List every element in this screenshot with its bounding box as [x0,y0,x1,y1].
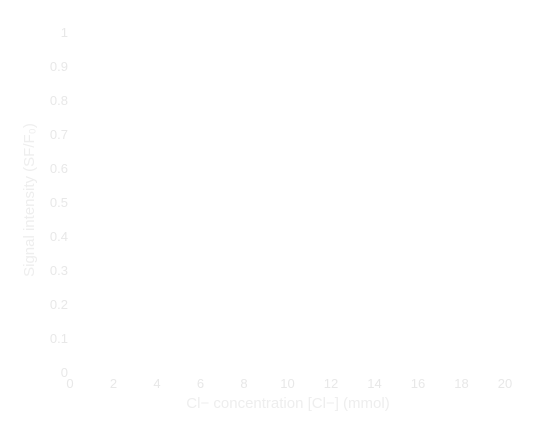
x-tick-label: 6 [197,376,204,391]
y-tick-label: 0.9 [50,59,68,74]
y-tick-label: 0.8 [50,93,68,108]
y-tick-labels: 0 0.1 0.2 0.3 0.4 0.5 0.6 0.7 0.8 0.9 1 [50,25,68,380]
x-tick-label: 8 [240,376,247,391]
x-tick-label: 14 [367,376,381,391]
x-tick-label: 18 [454,376,468,391]
y-tick-label: 0.5 [50,195,68,210]
y-tick-label: 0 [61,365,68,380]
x-tick-label: 20 [498,376,512,391]
y-tick-label: 0.3 [50,263,68,278]
x-axis-label: Cl− concentration [Cl−] (mmol) [186,395,389,412]
y-tick-label: 0.1 [50,331,68,346]
x-tick-labels: 0 2 4 6 8 10 12 14 16 18 20 [66,376,512,391]
y-axis-label: Signal intensity (SF/F₀) [21,123,38,277]
x-tick-label: 10 [280,376,294,391]
x-tick-label: 12 [324,376,338,391]
x-tick-label: 16 [411,376,425,391]
y-tick-label: 0.4 [50,229,68,244]
x-tick-label: 4 [153,376,160,391]
x-tick-label: 2 [110,376,117,391]
y-tick-label: 0.7 [50,127,68,142]
y-tick-label: 0.6 [50,161,68,176]
y-tick-label: 0.2 [50,297,68,312]
x-tick-label: 0 [66,376,73,391]
y-tick-label: 1 [61,25,68,40]
